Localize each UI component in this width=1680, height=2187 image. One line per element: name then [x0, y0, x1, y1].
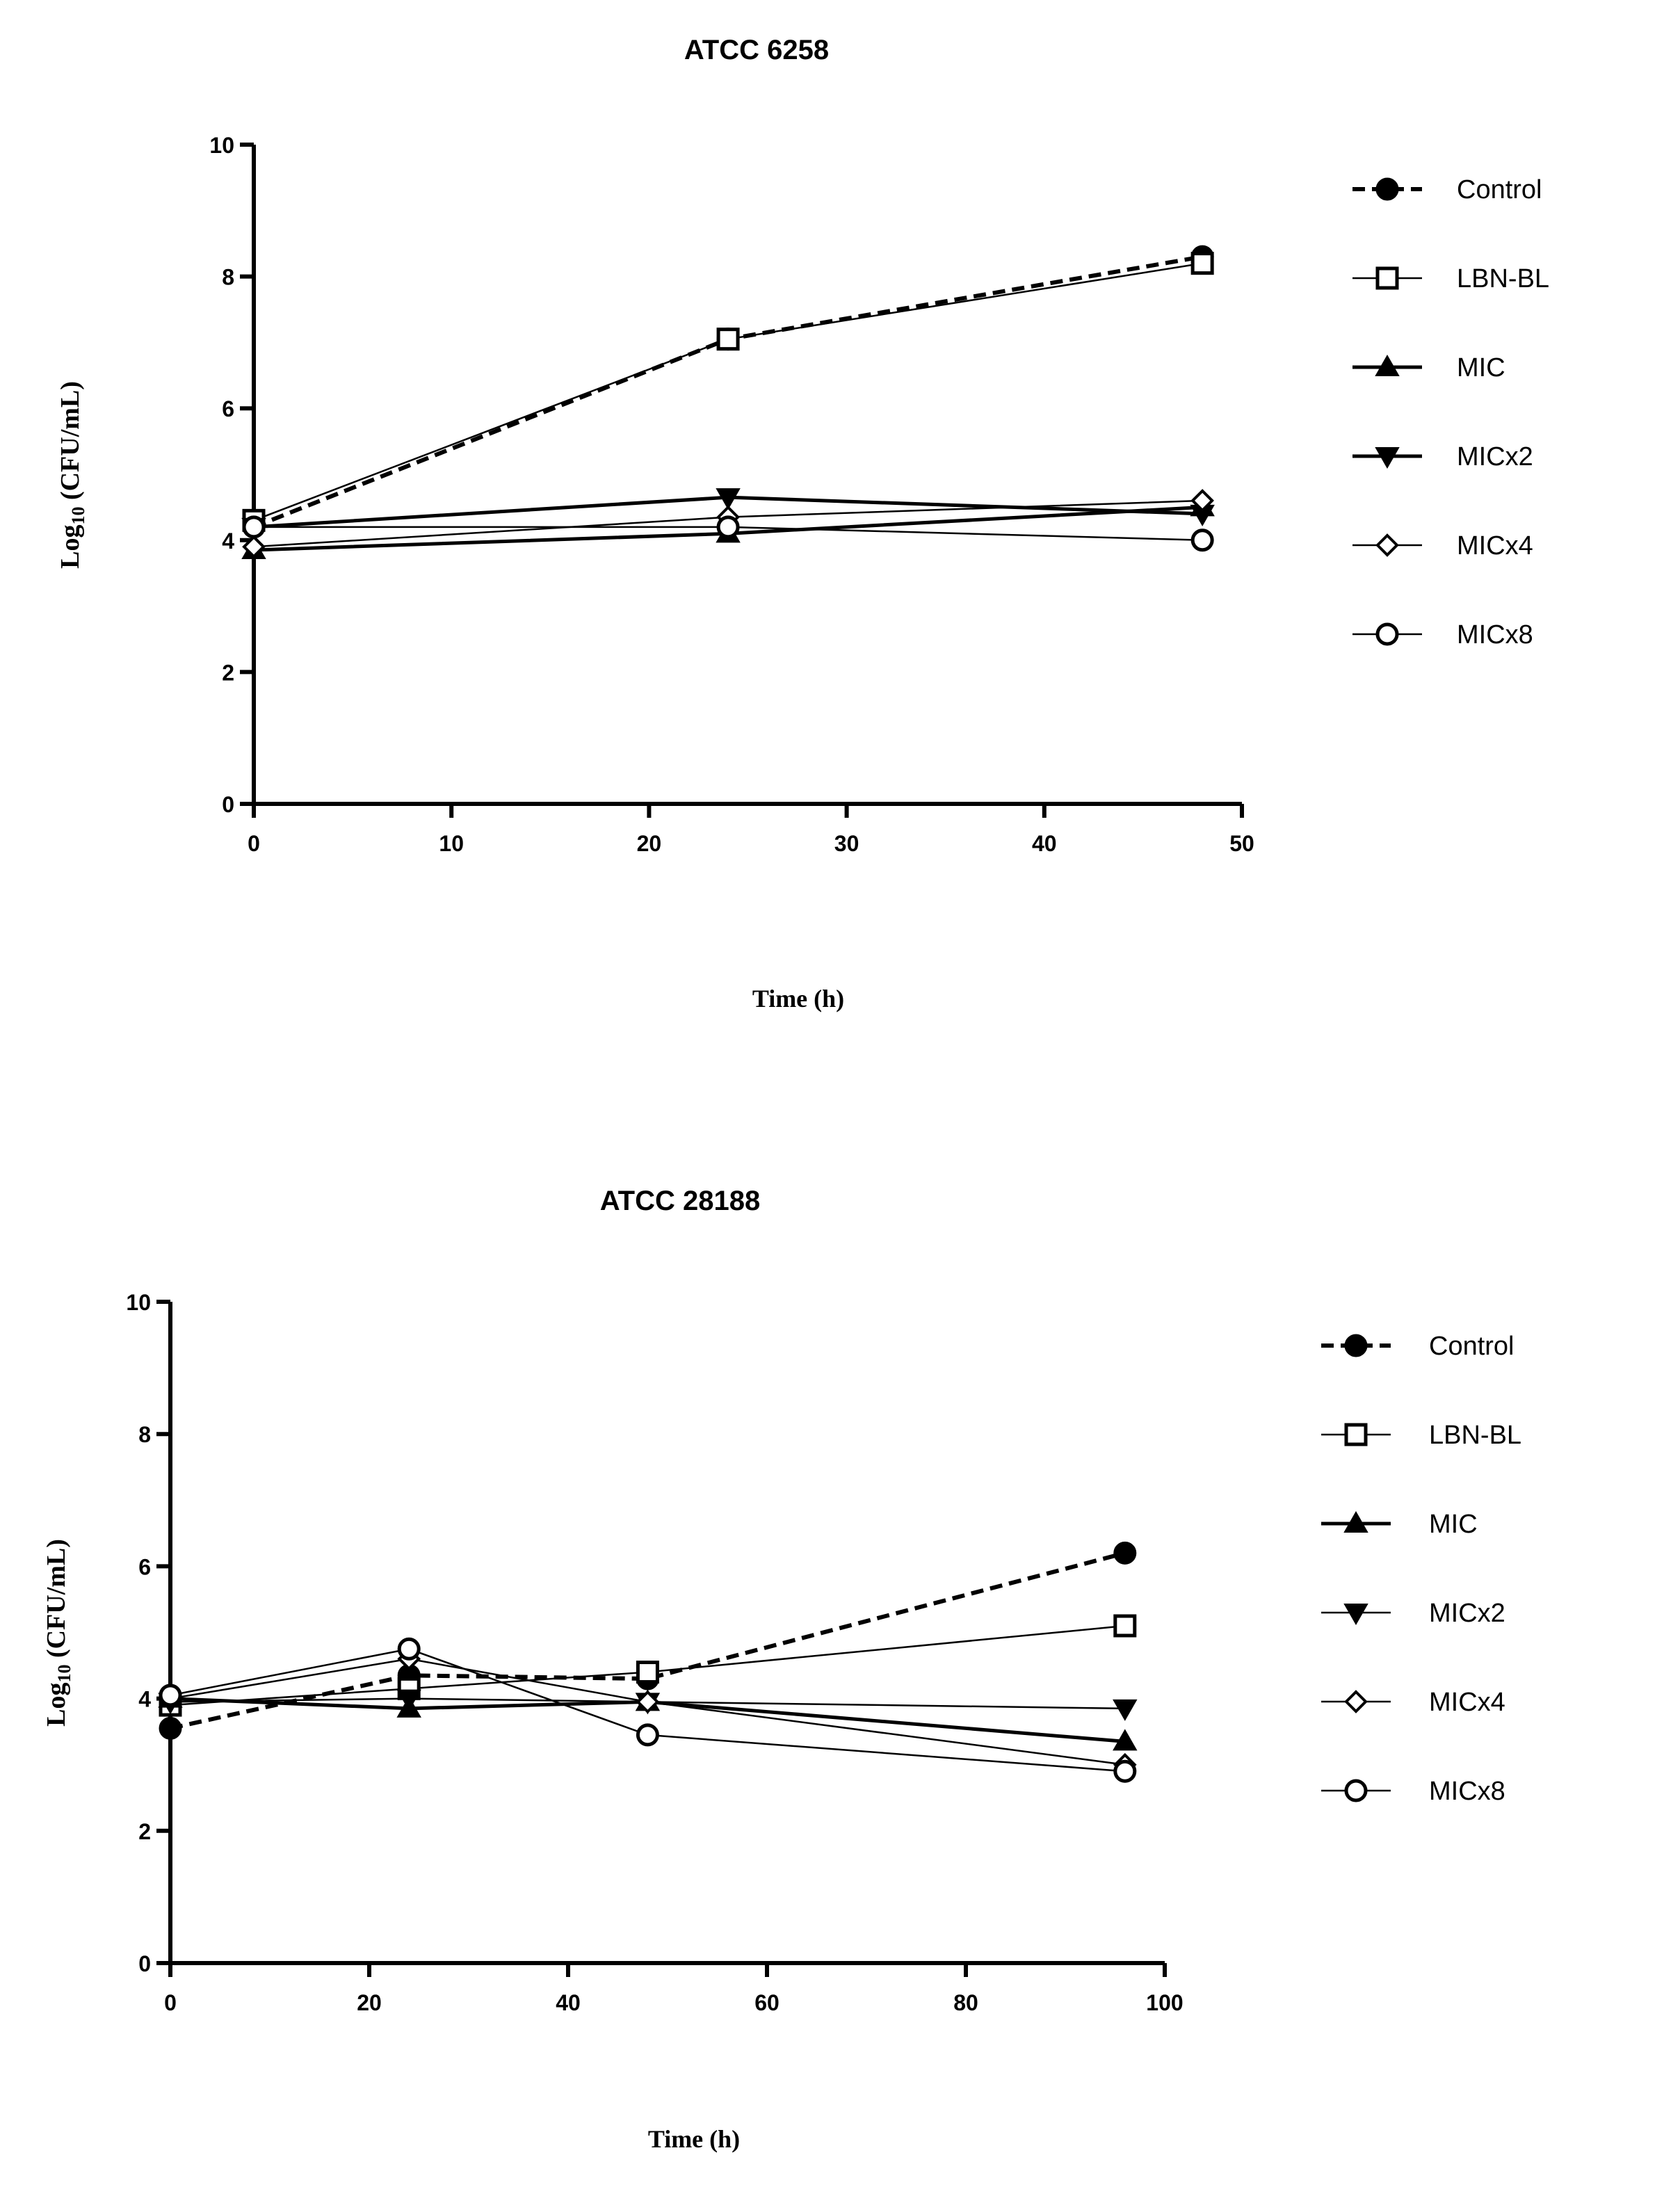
- legend-label-mic: MIC: [1429, 1510, 1478, 1539]
- y-axis-label: Log10 (CFU/mL): [56, 381, 88, 569]
- y-tick-label: 10: [209, 133, 234, 158]
- y-tick-label: 6: [222, 396, 234, 421]
- series-line-mic: [170, 1697, 1126, 1743]
- legend-label-micx2: MICx2: [1429, 1599, 1505, 1628]
- y-tick-label: 4: [222, 528, 234, 554]
- y-tick-label: 4: [138, 1687, 151, 1712]
- x-tick-label: 80: [953, 1990, 978, 2015]
- legend-label-control: Control: [1457, 175, 1542, 204]
- data-point-micx4: [636, 1690, 660, 1714]
- x-tick-label: 40: [1032, 831, 1057, 856]
- series-line-control: [252, 255, 1203, 529]
- legend-marker: [1375, 177, 1399, 201]
- series-group: [158, 1541, 1138, 1783]
- legend-marker: [1375, 622, 1399, 646]
- legend-label-micx8: MICx8: [1429, 1777, 1505, 1806]
- legend-marker: [1344, 1334, 1368, 1357]
- y-tick-label: 0: [222, 792, 234, 817]
- x-tick-label: 50: [1229, 831, 1254, 856]
- data-point-lbn-bl: [1113, 1614, 1137, 1638]
- y-tick-label: 8: [222, 265, 234, 290]
- x-tick-label: 20: [637, 831, 662, 856]
- data-point-micx4: [1190, 489, 1214, 513]
- chart-atcc-28188: ATCC 28188 Log10 (CFU/mL) Time (h) 0 2 4 6 8…: [42, 1186, 1521, 2153]
- series-line-lbn-bl: [253, 262, 1203, 522]
- legend-label-micx4: MICx4: [1457, 531, 1533, 560]
- data-point-micx2: [716, 488, 741, 510]
- series-group: [241, 245, 1215, 560]
- legend-marker: [1344, 1779, 1368, 1802]
- legend-label-lbn-bl: LBN-BL: [1429, 1421, 1521, 1450]
- legend-label-control: Control: [1429, 1332, 1515, 1361]
- data-point-micx8: [397, 1637, 421, 1661]
- y-tick-label: 2: [138, 1819, 151, 1844]
- data-point-mic: [1113, 1729, 1138, 1751]
- y-tick-label: 0: [138, 1951, 151, 1976]
- data-point-micx2: [1113, 1699, 1138, 1721]
- data-point-lbn-bl: [636, 1661, 659, 1684]
- legend-label-micx2: MICx2: [1457, 442, 1533, 471]
- data-point-control: [1113, 1541, 1137, 1565]
- x-tick-label: 0: [248, 831, 260, 856]
- x-tick-label: 20: [357, 1990, 382, 2015]
- data-point-control: [159, 1716, 182, 1740]
- y-tick-label: 2: [222, 660, 234, 685]
- legend-marker: [1375, 266, 1399, 290]
- x-tick-label: 40: [556, 1990, 581, 2015]
- x-tick-label: 0: [164, 1990, 177, 2015]
- x-axis-label: Time (h): [752, 985, 844, 1012]
- data-point-lbn-bl: [716, 328, 740, 351]
- legend-marker: [1343, 1604, 1368, 1626]
- legend-marker: [1344, 1690, 1368, 1713]
- legend: Control LBN-BL MIC MICx2 MICx4 MICx8: [1321, 1332, 1521, 1806]
- data-point-micx8: [242, 515, 266, 539]
- y-tick-label: 6: [138, 1554, 151, 1579]
- data-point-micx8: [636, 1723, 659, 1747]
- legend-marker: [1375, 533, 1399, 557]
- series-line-micx8: [170, 1647, 1125, 1773]
- data-point-micx8: [716, 515, 740, 539]
- legend-label-mic: MIC: [1457, 353, 1505, 382]
- legend-marker: [1343, 1510, 1368, 1533]
- data-point-micx8: [1190, 528, 1214, 552]
- legend-label-micx4: MICx4: [1429, 1688, 1505, 1717]
- x-tick-label: 10: [439, 831, 464, 856]
- x-tick-label: 60: [754, 1990, 780, 2015]
- chart-atcc-6258: ATCC 6258 Log10 (CFU/mL) Time (h) 0 2 4 6 8 1…: [56, 35, 1549, 1012]
- data-point-micx2: [396, 1689, 421, 1711]
- x-tick-label: 100: [1146, 1990, 1183, 2015]
- series-line-micx2: [170, 1697, 1125, 1710]
- data-point-micx4: [242, 535, 266, 559]
- y-axis-label: Log10 (CFU/mL): [42, 1539, 74, 1727]
- axes: 0 2 4 6 8 10 0 10 20 30 40 50: [209, 133, 1254, 856]
- chart-title: ATCC 6258: [684, 35, 829, 65]
- series-line-micx4: [170, 1658, 1125, 1766]
- data-point-micx8: [1113, 1759, 1137, 1783]
- chart-title: ATCC 28188: [600, 1186, 760, 1216]
- data-point-micx8: [159, 1684, 182, 1707]
- legend-marker: [1344, 1423, 1368, 1446]
- y-tick-label: 8: [138, 1422, 151, 1447]
- y-tick-label: 10: [126, 1290, 151, 1315]
- legend-marker: [1375, 447, 1400, 469]
- x-axis-label: Time (h): [648, 2125, 740, 2153]
- x-tick-label: 30: [834, 831, 859, 856]
- legend-marker: [1375, 354, 1400, 376]
- legend: Control LBN-BL MIC MICx2 MICx4 MICx8: [1352, 175, 1549, 649]
- legend-label-micx8: MICx8: [1457, 620, 1533, 649]
- legend-label-lbn-bl: LBN-BL: [1457, 264, 1549, 293]
- data-point-lbn-bl: [1190, 252, 1214, 275]
